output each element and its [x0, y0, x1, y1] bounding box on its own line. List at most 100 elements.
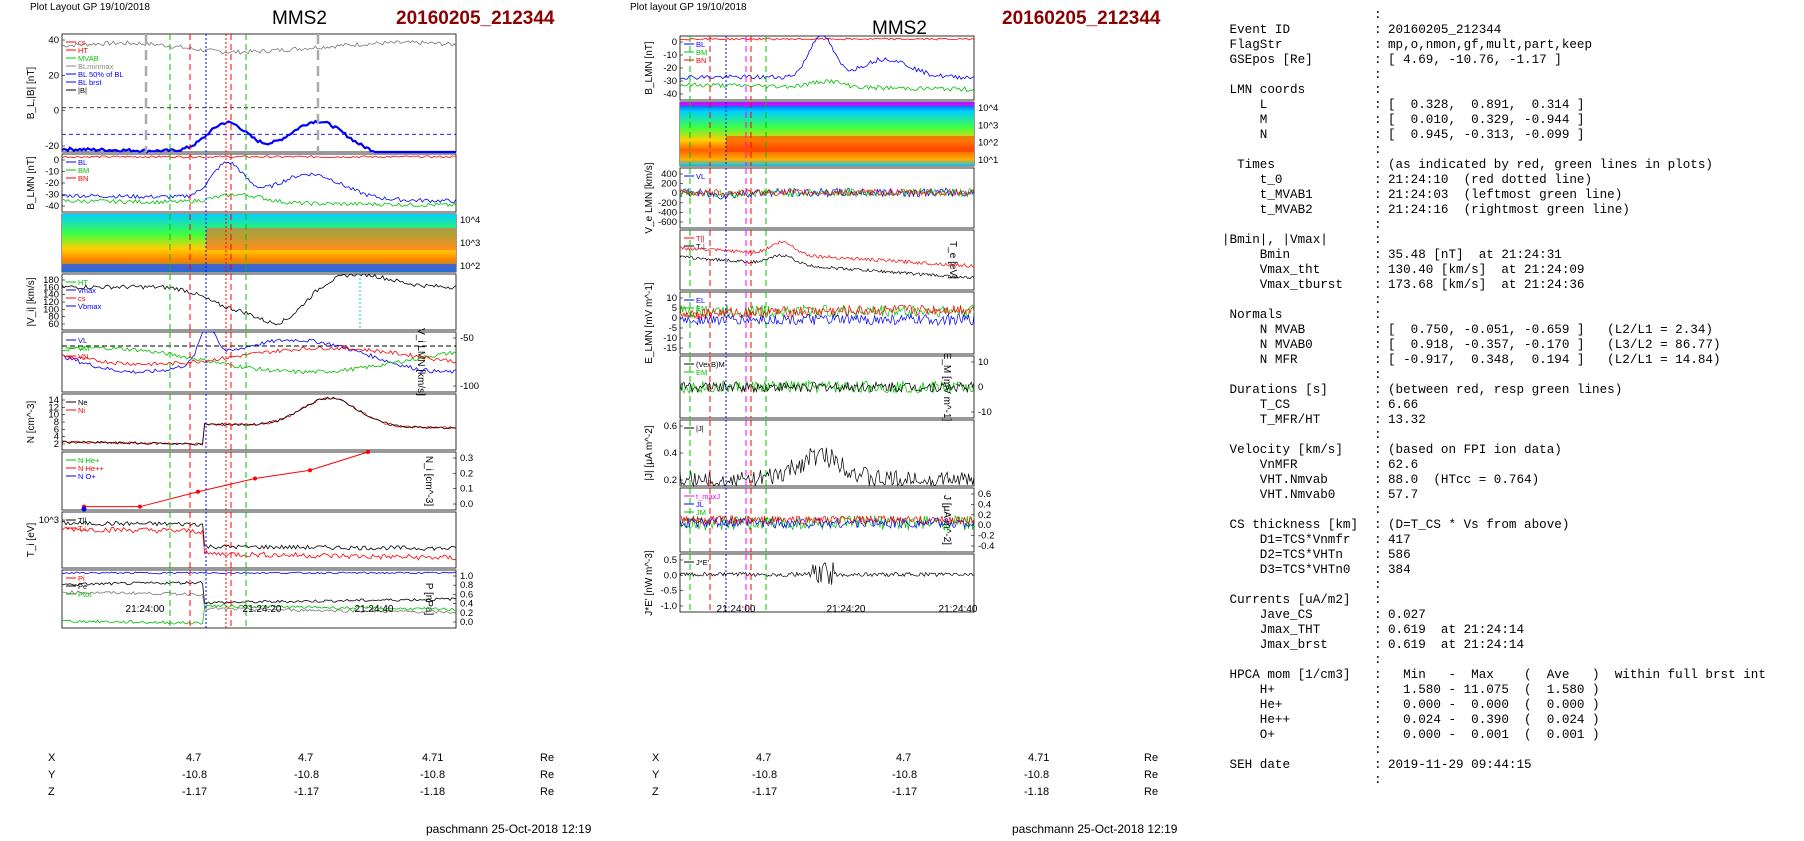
y-tick-label: -10	[978, 407, 992, 418]
summary-line: |Bmin|, |Vmax|:	[1222, 233, 1802, 248]
summary-key	[1222, 428, 1374, 443]
coord-value: -10.8	[892, 769, 918, 781]
y-tick-label: 0.4	[460, 599, 473, 610]
summary-value: mp,o,nmon,gf,mult,part,keep	[1388, 38, 1593, 52]
x-tick-label: 21:24:40	[355, 604, 394, 615]
summary-sep: :	[1374, 398, 1382, 412]
summary-value: 21:24:16 (rightmost green line)	[1388, 203, 1630, 217]
y-tick-label: 0	[54, 106, 59, 117]
y-tick-label: 0.0	[460, 499, 473, 510]
summary-line: Vmax_tburst:173.68 [km/s] at 21:24:36	[1222, 278, 1802, 293]
summary-key	[1222, 773, 1374, 788]
summary-key: Vmax_tht	[1222, 263, 1321, 277]
summary-line: :	[1222, 143, 1802, 158]
legend-label: vmax	[78, 286, 96, 295]
y-axis-label: |V_i| [km/s]	[26, 277, 37, 326]
x-tick-label: 21:24:40	[939, 604, 978, 615]
summary-value: 21:24:10 (red dotted line)	[1388, 173, 1593, 187]
JE	[679, 562, 975, 585]
summary-line: Bmin:35.48 [nT] at 21:24:31	[1222, 248, 1802, 263]
panel-6: 0.6 0.4 0.2 |J| [μA m^-2] |J|	[644, 419, 975, 488]
summary-value: 417	[1388, 533, 1411, 547]
summary-key	[1222, 8, 1374, 23]
summary-key	[1222, 143, 1374, 158]
summary-key: Times	[1222, 158, 1275, 172]
summary-line: VHT.Nmvab0:57.7	[1222, 488, 1802, 503]
summary-sep: :	[1374, 443, 1382, 457]
y-tick-label: 160	[43, 282, 59, 293]
summary-value: [ 0.328, 0.891, 0.314 ]	[1388, 98, 1585, 112]
summary-value: 384	[1388, 563, 1411, 577]
JN	[679, 514, 975, 526]
summary-sep: :	[1374, 743, 1382, 757]
summary-line: :	[1222, 218, 1802, 233]
He++-point	[196, 489, 200, 494]
summary-sep: :	[1374, 458, 1382, 472]
summary-line: t_MVAB2:21:24:16 (rightmost green line)	[1222, 203, 1802, 218]
summary-key: Currents [uA/m2]	[1222, 593, 1351, 607]
Pi	[61, 604, 456, 625]
summary-line: VHT.Nmvab:88.0 (HTcc = 0.764)	[1222, 473, 1802, 488]
Tperp	[61, 526, 457, 561]
summary-sep: :	[1374, 548, 1382, 562]
summary-key	[1222, 503, 1374, 518]
summary-key: |Bmin|, |Vmax|	[1222, 233, 1328, 247]
BN	[61, 155, 456, 159]
y-tick-label: 4	[54, 432, 59, 443]
summary-sep: :	[1374, 158, 1382, 172]
y-tick-label: -0.2	[978, 531, 994, 542]
Ne	[61, 397, 457, 446]
y-tick-label: -0.5	[661, 586, 677, 597]
legend-label: BL	[696, 40, 705, 49]
summary-sep: :	[1374, 413, 1382, 427]
y-axis-label: V_e LMN [km/s]	[644, 162, 655, 233]
summary-sep: :	[1374, 428, 1382, 442]
spectrogram-low	[62, 264, 456, 272]
VeN	[679, 188, 975, 197]
y-tick-label: 0.2	[460, 468, 473, 479]
panel-frame	[61, 569, 457, 629]
summary-key: T_MFR/HT	[1222, 413, 1321, 427]
y-tick-label: 10^3	[978, 120, 998, 131]
summary-sep: :	[1374, 653, 1382, 667]
VexB	[679, 380, 975, 394]
panel-1: 10^410^310^210^1Energy (eV)	[679, 101, 998, 167]
y-tick-label: -40	[45, 201, 59, 212]
y-tick-label: -1.0	[661, 601, 677, 612]
summary-sep: :	[1374, 278, 1382, 292]
summary-sep: :	[1374, 23, 1382, 37]
JL	[679, 516, 975, 530]
panel-3: T_e [eV] T||T⊥	[679, 229, 975, 291]
coord-value: -1.18	[1024, 786, 1050, 798]
y-tick-label: 2	[54, 439, 59, 450]
legend-label: HT	[78, 46, 88, 55]
spacecraft-title-mid: MMS2	[872, 18, 927, 39]
y-axis-label: E_LMN [mV m^-1]	[644, 282, 655, 364]
summary-line: N MVAB: [ 0.750, -0.051, -0.659 ] (L2/L1 …	[1222, 323, 1802, 338]
y-tick-label: 0.0	[664, 570, 677, 581]
Ptot	[61, 581, 457, 605]
plot-layout-label-left: Plot Layout GP 19/10/2018	[30, 2, 150, 13]
legend-label: HT	[78, 278, 88, 287]
y-tick-label: -400	[658, 207, 677, 218]
legend-label: EN	[696, 312, 706, 321]
coord-name: X	[48, 752, 56, 764]
summary-sep: :	[1374, 128, 1382, 142]
y-tick-label: 0.5	[664, 555, 677, 566]
summary-line: :	[1222, 68, 1802, 83]
y-tick-label: 0	[672, 313, 677, 324]
summary-line: :	[1222, 503, 1802, 518]
panel-frame	[61, 331, 457, 393]
y-tick-label: 180	[43, 275, 59, 286]
coord-value: -1.17	[892, 786, 918, 798]
y-tick-label: 0.4	[664, 448, 677, 459]
summary-sep: :	[1374, 143, 1382, 157]
coord-value: -1.17	[294, 786, 320, 798]
Tpar	[61, 520, 457, 551]
y-tick-label: 0	[978, 382, 983, 393]
coord-value: 4.7	[298, 752, 314, 764]
legend-label: VL	[78, 336, 87, 345]
coord-unit: Re	[540, 769, 555, 781]
